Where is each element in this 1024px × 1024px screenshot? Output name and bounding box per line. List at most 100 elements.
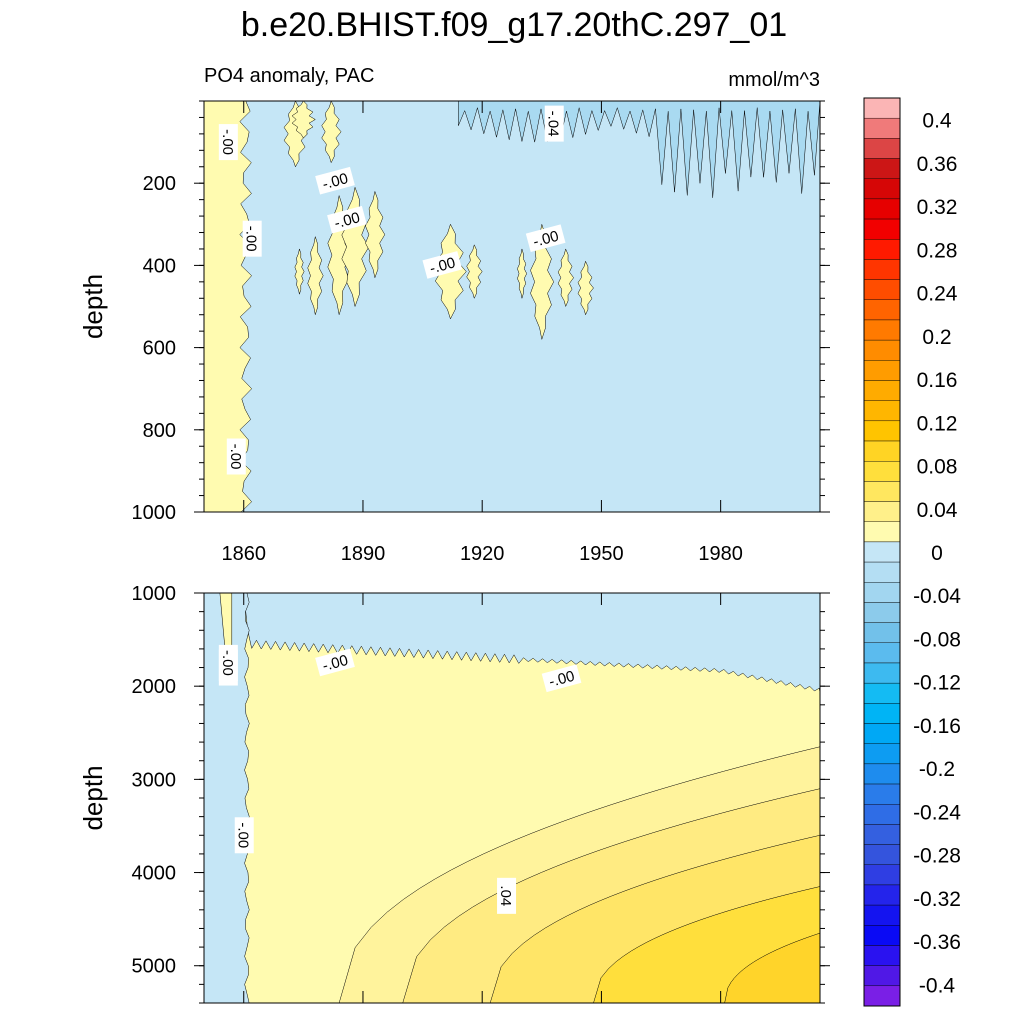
colorbar-swatch bbox=[863, 541, 901, 563]
colorbar-label: -0.32 bbox=[913, 888, 961, 911]
colorbar-swatch bbox=[863, 218, 901, 240]
contour-label-text: -.00 bbox=[531, 228, 560, 251]
upper-positive-lens bbox=[517, 248, 527, 299]
colorbar-label: -0.28 bbox=[913, 845, 961, 868]
colorbar-swatch bbox=[863, 904, 901, 926]
upper-positive-lens bbox=[557, 248, 574, 308]
contour-label-text: -.00 bbox=[227, 444, 244, 470]
colorbar-swatch bbox=[863, 239, 901, 260]
colorbar-label: 0.08 bbox=[917, 456, 958, 479]
colorbar-swatch bbox=[863, 521, 901, 543]
colorbar-swatch bbox=[863, 138, 901, 159]
lower-ytick-label: 5000 bbox=[132, 956, 177, 978]
lower-contour-label: -.00 bbox=[315, 648, 355, 677]
contour-label-text: -.00 bbox=[219, 650, 236, 676]
upper-ytick-label: 800 bbox=[143, 420, 176, 442]
colorbar-swatch bbox=[863, 319, 901, 341]
colorbar-label: 0.36 bbox=[917, 153, 958, 176]
colorbar-swatch bbox=[863, 945, 901, 966]
upper-contour-label: -.00 bbox=[242, 220, 262, 257]
upper-panel: -.00 -.00 -.00 -.00 -.00 -.00 -.04 -.00 1860 189… bbox=[78, 100, 830, 565]
colorbar-label: -0.04 bbox=[913, 585, 961, 608]
colorbar-swatch bbox=[863, 925, 901, 946]
colorbar-swatch bbox=[863, 662, 901, 684]
colorbar-label: 0.16 bbox=[917, 369, 958, 392]
colorbar-swatch bbox=[863, 965, 901, 987]
colorbar-label: 0.24 bbox=[917, 283, 958, 306]
upper-contour-label: -.00 bbox=[422, 251, 463, 279]
upper-positive-lens bbox=[307, 236, 324, 315]
lower-positive-band-5 bbox=[724, 932, 820, 1003]
lower-contour-label: -.00 bbox=[234, 817, 254, 854]
upper-positive-lens bbox=[291, 101, 316, 139]
contour-label-box bbox=[234, 817, 254, 854]
colorbar-label: -0.24 bbox=[913, 801, 961, 824]
colorbar-swatch bbox=[863, 158, 901, 179]
upper-contour-label: -.04 bbox=[544, 105, 564, 142]
contour-label-text: -.00 bbox=[333, 209, 362, 232]
chart-title: b.e20.BHIST.f09_g17.20thC.297_01 bbox=[241, 6, 787, 44]
upper-ytick-label: 1000 bbox=[132, 502, 177, 524]
contour-label-text: -.00 bbox=[321, 170, 350, 193]
upper-xtick-label: 1890 bbox=[341, 543, 386, 565]
upper-ytick-label: 200 bbox=[143, 173, 176, 195]
colorbar-label: -0.08 bbox=[913, 628, 961, 651]
contour-label-box bbox=[327, 205, 367, 234]
lower-ytick-label: 2000 bbox=[132, 676, 177, 698]
upper-positive-lens bbox=[321, 101, 342, 164]
upper-ytick-label: 400 bbox=[143, 255, 176, 277]
upper-positive-lens bbox=[466, 244, 483, 300]
colorbar-frame bbox=[863, 97, 901, 1007]
upper-positive-lens bbox=[294, 247, 305, 296]
upper-xtick-label: 1950 bbox=[579, 543, 624, 565]
contour-label-box bbox=[242, 220, 262, 257]
colorbar-swatch bbox=[863, 602, 901, 623]
colorbar-swatch bbox=[863, 420, 901, 442]
upper-xtick-label: 1860 bbox=[221, 543, 266, 565]
colorbar-swatch bbox=[863, 783, 901, 805]
contour-label-text: -.00 bbox=[547, 668, 576, 691]
upper-contour-label: -.00 bbox=[525, 224, 566, 253]
lower-contour-label: -.00 bbox=[541, 664, 582, 693]
colorbar-swatch bbox=[863, 703, 901, 724]
contour-label-box bbox=[422, 251, 463, 279]
contour-label-text: -.00 bbox=[321, 652, 350, 675]
lower-plot-area: -.00-.00-.00-.00-.00.04 bbox=[204, 593, 820, 1003]
contour-label-text: -.00 bbox=[235, 822, 252, 848]
lower-contour-label: .04 bbox=[497, 877, 517, 914]
lower-ylabel: depth bbox=[78, 765, 108, 830]
colorbar-label: 0.04 bbox=[917, 499, 958, 522]
contour-label-text: -.00 bbox=[428, 254, 457, 277]
upper-contour-label: -.00 bbox=[218, 124, 238, 161]
colorbar-swatch bbox=[863, 582, 901, 603]
upper-xtick-label: 1980 bbox=[698, 543, 743, 565]
upper-contour-label: -.00 bbox=[315, 166, 355, 195]
colorbar-swatch bbox=[863, 622, 901, 643]
contour-label-box bbox=[218, 124, 238, 161]
colorbar: 0.4 0.36 0.32 0.28 0.24 0.2 0.16 0.12 0.08 0.04 0 -… bbox=[863, 97, 961, 1007]
upper-positive-lens bbox=[530, 224, 555, 340]
units-label: mmol/m^3 bbox=[728, 69, 820, 91]
colorbar-label: 0.28 bbox=[917, 239, 958, 262]
colorbar-swatch bbox=[863, 682, 901, 704]
colorbar-label: -0.36 bbox=[913, 931, 961, 954]
lower-ytick-label: 4000 bbox=[132, 863, 177, 885]
lower-negative-layer bbox=[204, 593, 820, 693]
colorbar-label: 0.4 bbox=[922, 110, 952, 133]
colorbar-swatch bbox=[863, 985, 901, 1007]
colorbar-swatch bbox=[863, 763, 901, 785]
colorbar-label: 0.12 bbox=[917, 412, 958, 435]
colorbar-swatch bbox=[863, 824, 901, 845]
contour-label-text: .04 bbox=[497, 885, 514, 906]
upper-ytick-label: 600 bbox=[143, 338, 176, 360]
colorbar-swatch bbox=[863, 844, 901, 865]
upper-background-fill bbox=[204, 101, 820, 512]
colorbar-label: 0 bbox=[931, 542, 943, 565]
colorbar-swatch bbox=[863, 461, 901, 482]
upper-positive-lens bbox=[577, 260, 594, 316]
colorbar-swatch bbox=[863, 884, 901, 906]
contour-label-box bbox=[315, 648, 355, 677]
colorbar-swatch bbox=[863, 279, 901, 300]
upper-contour-label: -.00 bbox=[226, 438, 246, 475]
colorbar-label: -0.16 bbox=[913, 715, 961, 738]
